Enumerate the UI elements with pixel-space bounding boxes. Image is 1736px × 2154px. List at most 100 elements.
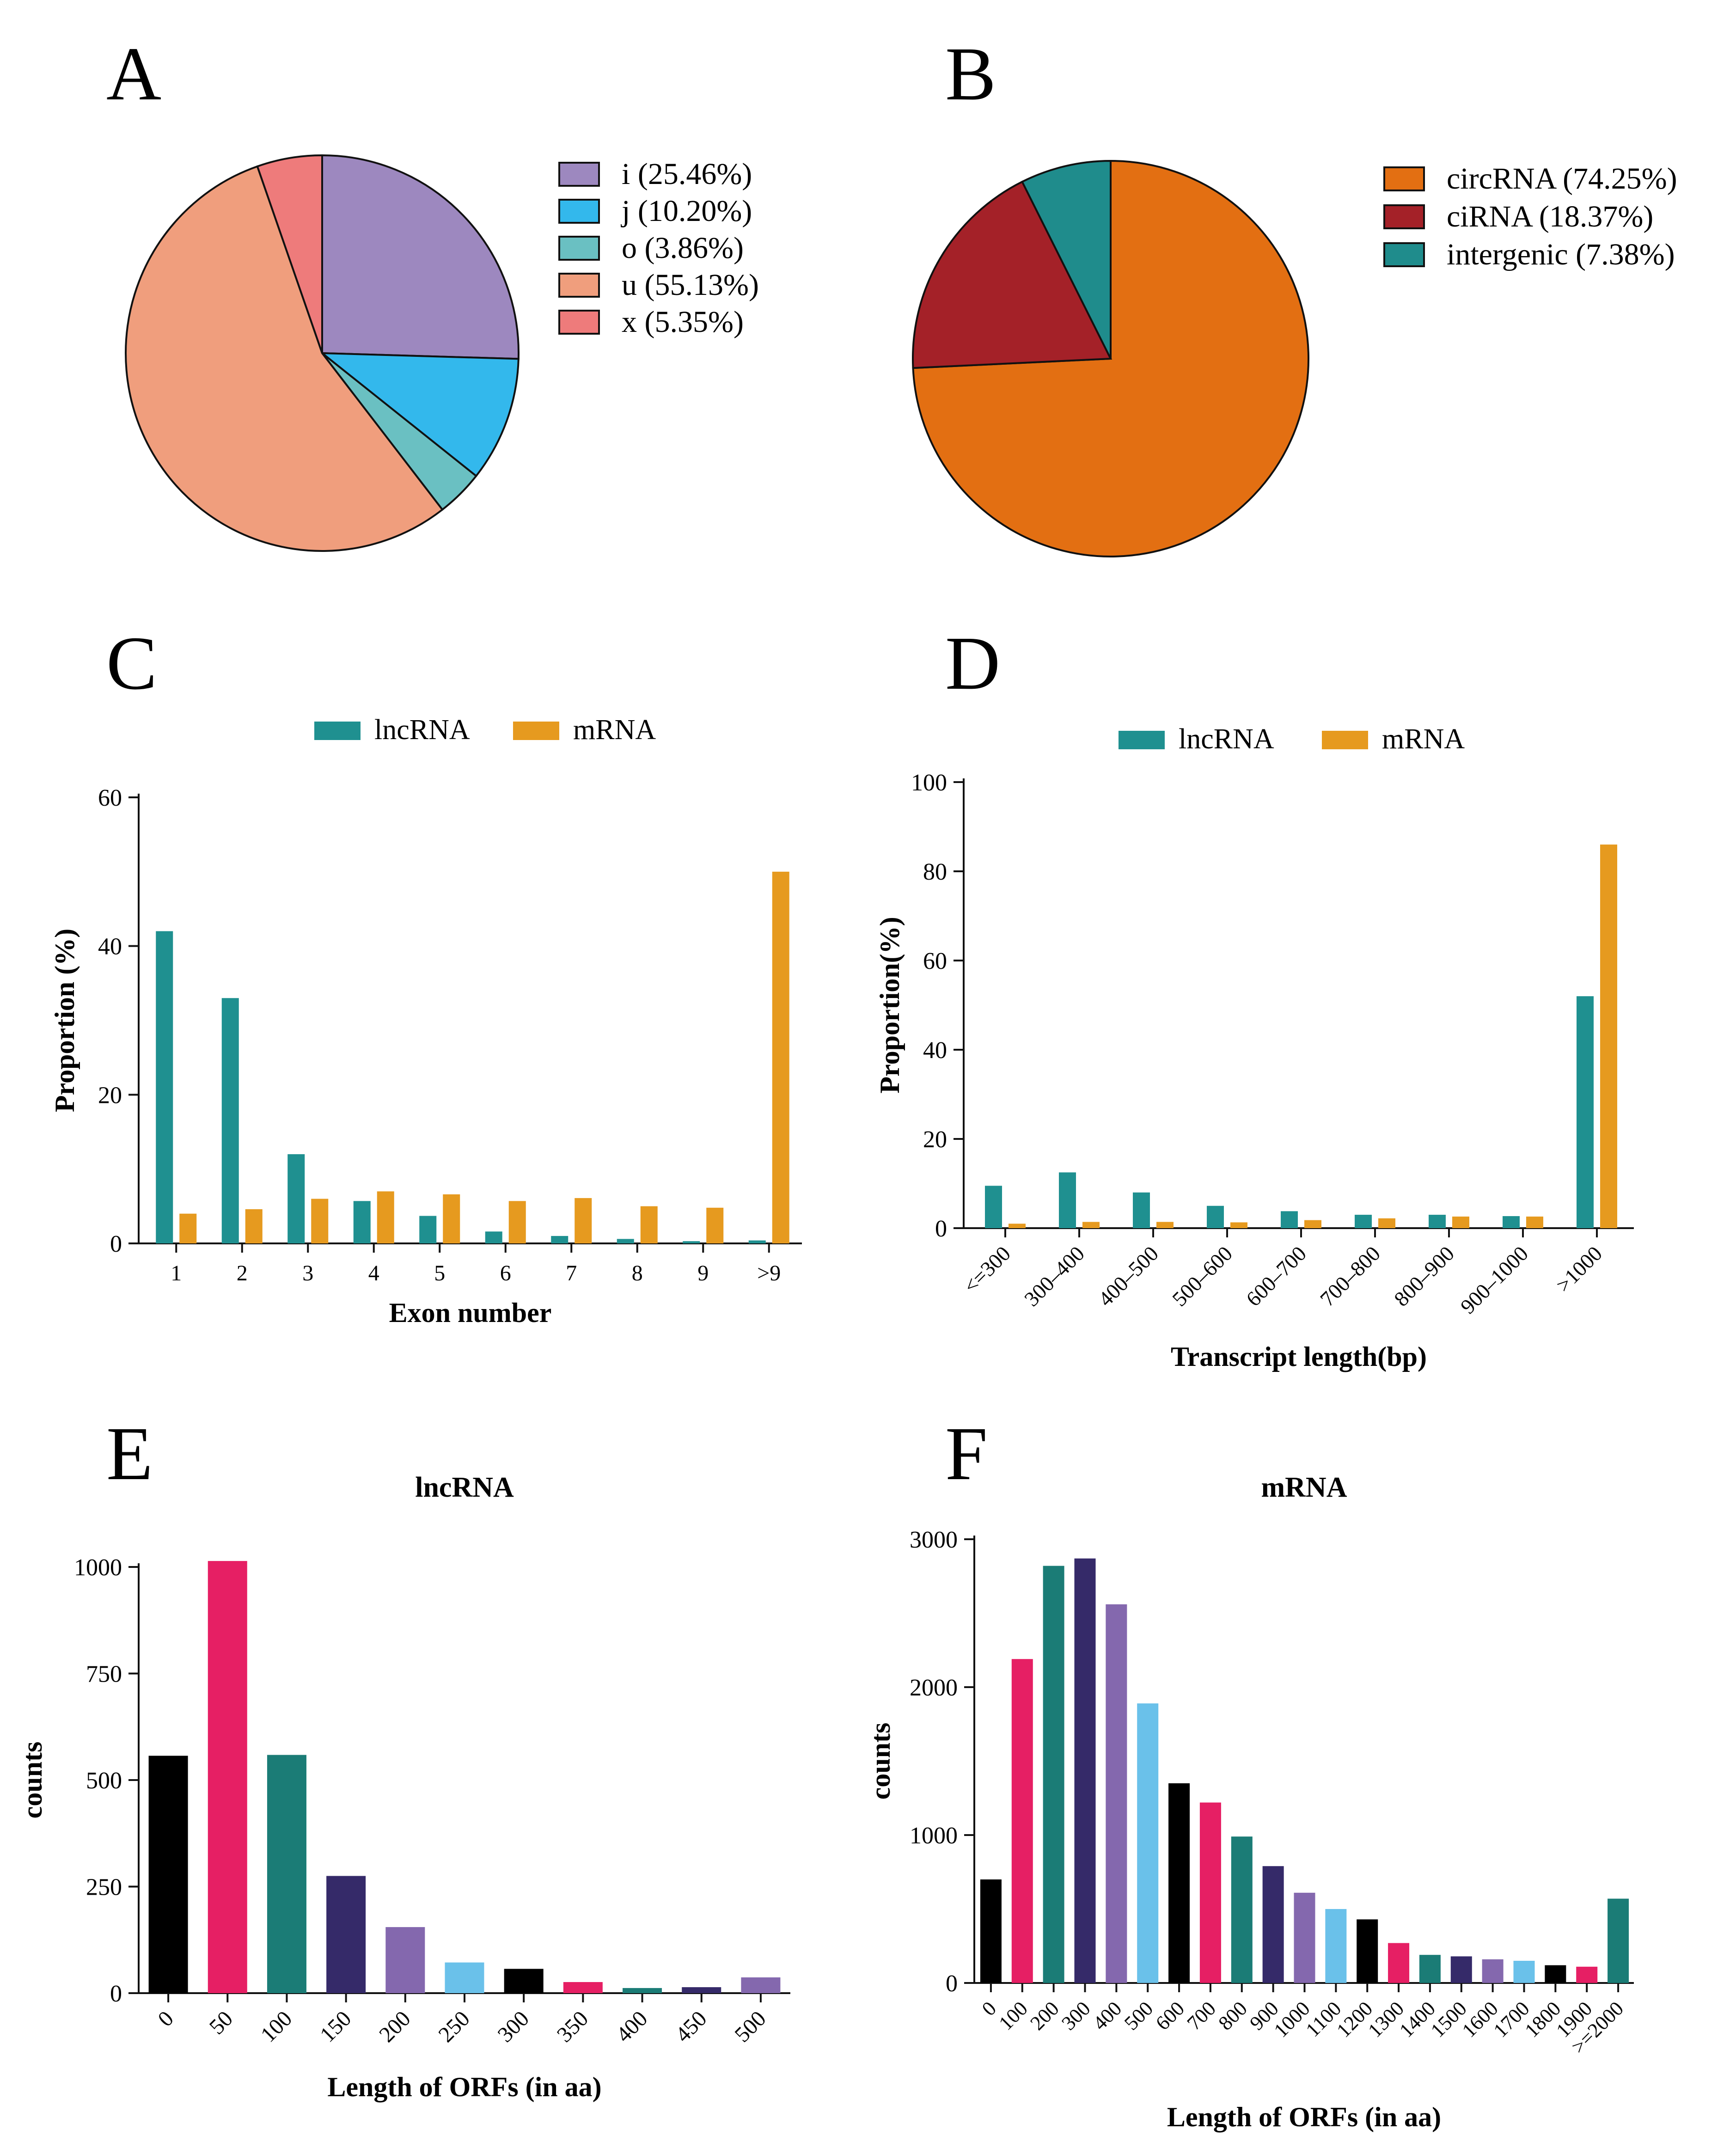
x-tick-label: 800 bbox=[1214, 1997, 1252, 2034]
bar-chart-C: 0 20 40 60 Proportion (%) Exon number 1 2 3 4 5 6 7 8… bbox=[49, 714, 802, 1328]
x-axis-label: Exon number bbox=[389, 1297, 552, 1328]
y-tick-label: 750 bbox=[86, 1661, 122, 1688]
y-tick-label: 0 bbox=[946, 1970, 958, 1997]
x-tick-label: 450 bbox=[671, 2006, 711, 2047]
x-axis-label: Length of ORFs (in aa) bbox=[327, 2072, 601, 2102]
x-tick-label: 350 bbox=[552, 2006, 593, 2047]
bar-lncRNA-600–700 bbox=[1281, 1211, 1298, 1228]
y-tick-label: 20 bbox=[98, 1082, 122, 1108]
x-tick-label: 700–800 bbox=[1315, 1242, 1385, 1311]
bar-lncRNA-<=300 bbox=[985, 1186, 1002, 1228]
y-axis-label: Proportion(%) bbox=[874, 917, 905, 1093]
y-tick-label: 0 bbox=[935, 1216, 947, 1242]
bar-lncRNA->9 bbox=[748, 1240, 766, 1243]
x-tick-label: 500–600 bbox=[1168, 1242, 1237, 1311]
bar-lncRNA-3 bbox=[287, 1154, 305, 1243]
x-tick-label: 500 bbox=[1120, 1997, 1157, 2034]
legend-label-intergenic: intergenic (7.38%) bbox=[1447, 238, 1675, 271]
bar-mRNA-8 bbox=[640, 1206, 658, 1243]
legend-swatch-lncRNA bbox=[1119, 731, 1165, 749]
bar-50 bbox=[208, 1561, 247, 1993]
legend-label-mRNA: mRNA bbox=[573, 714, 656, 746]
legend-label-u: u (55.13%) bbox=[622, 268, 759, 302]
y-tick-label: 80 bbox=[923, 859, 947, 885]
y-axis-label: counts bbox=[865, 1723, 896, 1800]
x-tick-label: 200 bbox=[374, 2006, 415, 2047]
bar-mRNA-800–900 bbox=[1452, 1216, 1469, 1228]
legend-label-ciRNA: ciRNA (18.37%) bbox=[1447, 200, 1653, 233]
y-tick-label: 0 bbox=[110, 1231, 122, 1257]
bar-lncRNA-300–400 bbox=[1059, 1172, 1076, 1228]
bar-mRNA-4 bbox=[377, 1191, 394, 1243]
bar-lncRNA-800–900 bbox=[1429, 1215, 1446, 1228]
bar-1100 bbox=[1325, 1909, 1347, 1983]
y-tick-label: 500 bbox=[86, 1768, 122, 1794]
legend-swatch-u bbox=[558, 273, 600, 298]
x-tick-label: <=300 bbox=[959, 1242, 1015, 1298]
x-tick-label: 6 bbox=[500, 1261, 511, 1285]
bar-700 bbox=[1199, 1802, 1221, 1983]
bar-lncRNA->1000 bbox=[1577, 996, 1594, 1228]
pie-chart-A: i (25.46%)j (10.20%)o (3.86%)u (55.13%)x… bbox=[125, 154, 759, 552]
x-tick-label: 900–1000 bbox=[1456, 1242, 1533, 1318]
x-tick-label: >9 bbox=[757, 1261, 781, 1285]
x-tick-label: 300–400 bbox=[1020, 1242, 1089, 1311]
bar-mRNA-7 bbox=[575, 1198, 592, 1243]
bar-800 bbox=[1231, 1836, 1253, 1983]
x-tick-label: 800–900 bbox=[1389, 1242, 1459, 1311]
bar-250 bbox=[445, 1962, 484, 1993]
bar-200 bbox=[1043, 1566, 1064, 1983]
bar-mRNA-900–1000 bbox=[1526, 1216, 1543, 1228]
y-tick-label: 0 bbox=[110, 1981, 122, 2007]
x-tick-label: 400 bbox=[611, 2006, 652, 2047]
x-tick-label: 9 bbox=[697, 1261, 709, 1285]
y-axis-label: Proportion (%) bbox=[49, 929, 80, 1112]
x-tick-label: 300 bbox=[493, 2006, 534, 2047]
bar-200 bbox=[385, 1927, 425, 1993]
x-tick-label: 8 bbox=[632, 1261, 643, 1285]
bar-450 bbox=[682, 1987, 721, 1993]
bar-mRNA->1000 bbox=[1600, 844, 1617, 1228]
y-tick-label: 250 bbox=[86, 1874, 122, 1901]
pie-slice-i bbox=[321, 154, 520, 360]
x-tick-label: 200 bbox=[1026, 1997, 1063, 2034]
bar-0 bbox=[980, 1879, 1002, 1983]
y-tick-label: 60 bbox=[923, 948, 947, 974]
legend-label-lncRNA: lncRNA bbox=[374, 714, 470, 746]
pie-slice-x bbox=[256, 154, 323, 354]
bar-lncRNA-7 bbox=[551, 1236, 568, 1243]
bar-350 bbox=[563, 1982, 603, 1993]
bar-1200 bbox=[1357, 1919, 1378, 1983]
x-tick-label: 500 bbox=[730, 2006, 770, 2047]
panel-label-f: F bbox=[945, 1411, 988, 1496]
pie-slice-u bbox=[125, 165, 444, 552]
bar-lncRNA-500–600 bbox=[1207, 1206, 1224, 1228]
x-tick-label: 3 bbox=[302, 1261, 313, 1285]
x-tick-label: 100 bbox=[256, 2006, 297, 2047]
bar-900 bbox=[1262, 1866, 1284, 1983]
bar->=2000 bbox=[1608, 1898, 1629, 1983]
y-tick-label: 40 bbox=[98, 934, 122, 960]
bar-1500 bbox=[1450, 1956, 1472, 1983]
bar-500 bbox=[741, 1977, 781, 1993]
bar-0 bbox=[148, 1756, 188, 1993]
y-axis-label: counts bbox=[17, 1742, 48, 1819]
x-tick-label: 400 bbox=[1088, 1997, 1126, 2034]
panel-label-a: A bbox=[106, 31, 161, 116]
y-tick-label: 40 bbox=[923, 1037, 947, 1064]
bar-lncRNA-6 bbox=[485, 1231, 502, 1243]
bar-600 bbox=[1168, 1783, 1190, 1983]
chart-title: mRNA bbox=[1261, 1472, 1347, 1503]
legend-swatch-j bbox=[558, 199, 600, 224]
x-tick-label: 0 bbox=[153, 2006, 178, 2031]
legend-swatch-x bbox=[558, 310, 600, 335]
x-tick-label: 700 bbox=[1183, 1997, 1220, 2034]
legend-label-circRNA: circRNA (74.25%) bbox=[1447, 162, 1677, 196]
y-tick-label: 1000 bbox=[910, 1823, 958, 1849]
bar-1900 bbox=[1576, 1966, 1598, 1983]
x-axis-label: Length of ORFs (in aa) bbox=[1167, 2102, 1441, 2132]
bar-lncRNA-2 bbox=[221, 998, 239, 1243]
bar-500 bbox=[1137, 1703, 1159, 1983]
